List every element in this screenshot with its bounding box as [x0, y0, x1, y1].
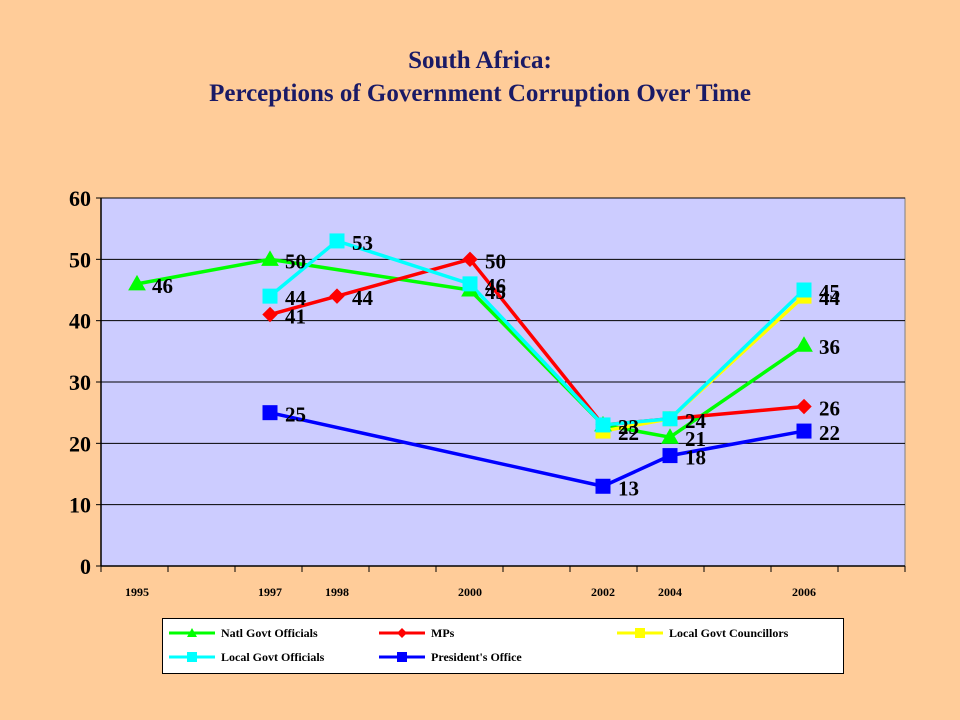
legend-item-president-s-office: President's Office — [377, 649, 522, 665]
data-point-local-govt-officials — [329, 233, 345, 249]
legend-label: President's Office — [431, 649, 522, 664]
legend-item-local-govt-councillors: Local Govt Councillors — [615, 625, 788, 641]
x-tick-label-2006: 2006 — [792, 585, 816, 599]
chart-title-line-2: Perceptions of Government Corruption Ove… — [209, 80, 751, 107]
data-point-president-s-office — [262, 405, 278, 421]
data-label: 50 — [285, 249, 306, 273]
chart-title-line-1: South Africa: — [408, 47, 552, 74]
legend-item-natl-govt-officials: Natl Govt Officials — [167, 625, 318, 641]
data-label: 22 — [819, 421, 840, 445]
data-point-natl-govt-officials — [261, 250, 279, 266]
data-label: 41 — [285, 305, 306, 329]
legend-label: Local Govt Officials — [221, 649, 325, 664]
data-point-local-govt-officials — [462, 276, 478, 292]
data-label: 53 — [352, 231, 373, 255]
y-tick-label-40: 40 — [69, 309, 91, 334]
legend-label: MPs — [431, 625, 455, 640]
data-label: 46 — [485, 274, 506, 298]
legend-label: Natl Govt Officials — [221, 625, 318, 640]
legend-label: Local Govt Councillors — [669, 625, 789, 640]
data-point-local-govt-officials — [595, 417, 611, 433]
y-tick-label-50: 50 — [69, 247, 91, 272]
x-tick-label-1998: 1998 — [325, 585, 349, 599]
data-label: 26 — [819, 397, 840, 421]
x-tick-label-1997: 1997 — [258, 585, 282, 599]
data-label: 24 — [685, 409, 707, 433]
data-point-mps — [262, 306, 278, 323]
legend-item-mps: MPs — [377, 625, 454, 641]
data-label: 36 — [819, 335, 840, 359]
data-point-local-govt-officials — [796, 282, 812, 298]
data-point-natl-govt-officials — [661, 428, 679, 444]
data-point-president-s-office — [796, 423, 812, 439]
x-tick-label-2002: 2002 — [591, 585, 615, 599]
series-line-local-govt-officials — [268, 238, 806, 427]
data-point-natl-govt-officials — [795, 336, 813, 352]
data-label: 25 — [285, 403, 306, 427]
data-point-natl-govt-officials — [128, 274, 146, 291]
series-line-natl-govt-officials — [136, 257, 805, 440]
data-point-president-s-office — [662, 448, 678, 464]
data-label: 13 — [618, 476, 639, 500]
y-tick-label-20: 20 — [69, 431, 91, 456]
series-line-mps — [269, 257, 805, 427]
legend-swatch — [379, 652, 425, 662]
chart-title: South Africa: Perceptions of Government … — [0, 44, 960, 110]
data-point-local-govt-officials — [662, 411, 678, 427]
data-point-mps — [329, 288, 345, 304]
data-point-local-govt-officials — [262, 288, 278, 304]
x-tick-label-2004: 2004 — [658, 585, 682, 599]
series-line-president-s-office — [269, 410, 805, 489]
data-label: 21 — [685, 427, 706, 451]
data-label: 45 — [819, 280, 840, 304]
y-tick-label-60: 60 — [69, 186, 91, 211]
data-label: 44 — [285, 286, 307, 310]
legend-swatch — [617, 628, 663, 638]
data-label: 45 — [485, 280, 506, 304]
legend-swatch — [169, 628, 215, 637]
legend-swatch — [169, 652, 215, 662]
data-point-mps — [796, 398, 812, 415]
y-tick-label-10: 10 — [69, 493, 91, 518]
data-point-mps — [462, 251, 478, 268]
data-label: 22 — [618, 421, 639, 445]
data-label: 44 — [819, 286, 841, 310]
y-tick-label-0: 0 — [80, 554, 91, 579]
data-label: 18 — [685, 446, 706, 470]
legend-swatch — [379, 628, 425, 638]
y-tick-label-30: 30 — [69, 370, 91, 395]
chart-legend: Natl Govt Officials MPs Local Govt Counc… — [162, 618, 844, 674]
data-label: 50 — [485, 249, 506, 273]
data-label: 23 — [618, 415, 639, 439]
data-label: 46 — [152, 274, 173, 298]
x-tick-label-2000: 2000 — [458, 585, 482, 599]
data-label: 44 — [352, 286, 374, 310]
x-tick-label-1995: 1995 — [125, 585, 149, 599]
data-point-president-s-office — [595, 478, 611, 494]
legend-item-local-govt-officials: Local Govt Officials — [167, 649, 324, 665]
